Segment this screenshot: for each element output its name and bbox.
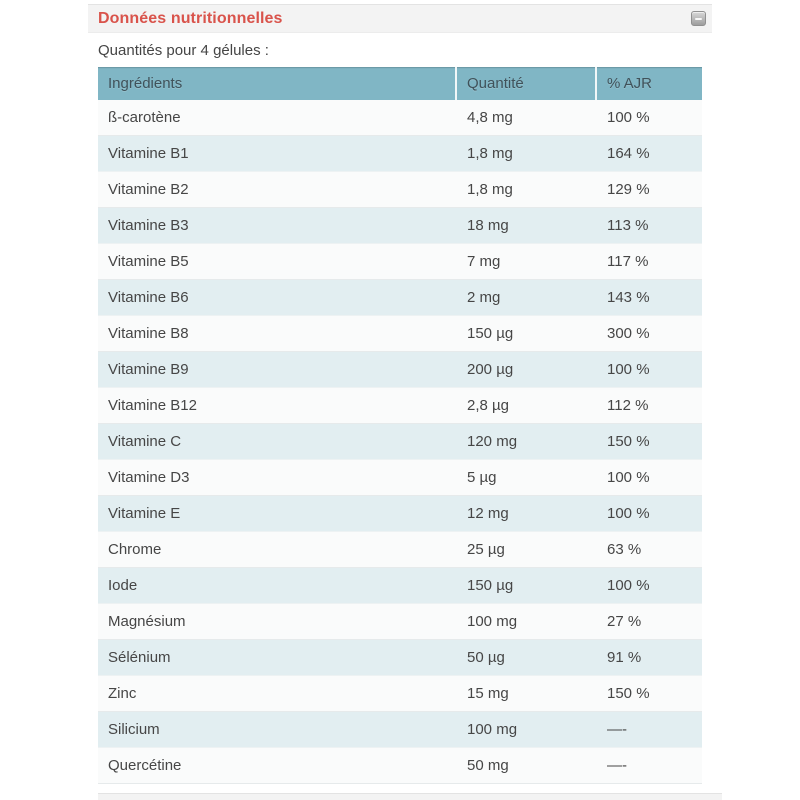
- cell-quantity: 2,8 µg: [467, 397, 510, 414]
- cell-quantity: 25 µg: [467, 541, 505, 558]
- cell-quantity: 50 mg: [467, 757, 509, 774]
- panel-header: Données nutritionnelles: [88, 4, 712, 33]
- cell-ajr: 143 %: [607, 289, 650, 306]
- cell-ajr: 100 %: [607, 469, 650, 486]
- cell-ajr: 150 %: [607, 433, 650, 450]
- table-row: Vitamine B5 7 mg 117 %: [98, 244, 702, 280]
- cell-ajr: 129 %: [607, 181, 650, 198]
- cell-ingredient: Silicium: [108, 721, 160, 738]
- cell-ajr: 300 %: [607, 325, 650, 342]
- table-row: Vitamine B8 150 µg 300 %: [98, 316, 702, 352]
- nutrition-panel: Données nutritionnelles Quantités pour 4…: [88, 4, 722, 800]
- cell-quantity: 50 µg: [467, 649, 505, 666]
- collapse-button[interactable]: [691, 11, 706, 26]
- cell-quantity: 18 mg: [467, 217, 509, 234]
- table-row: Silicium 100 mg —-: [98, 712, 702, 748]
- cell-ingredient: Vitamine B3: [108, 217, 189, 234]
- cell-ingredient: Vitamine B9: [108, 361, 189, 378]
- cell-ingredient: Vitamine B6: [108, 289, 189, 306]
- cell-ingredient: Iode: [108, 577, 138, 594]
- table-row: Vitamine B9 200 µg 100 %: [98, 352, 702, 388]
- table-row: Vitamine B6 2 mg 143 %: [98, 280, 702, 316]
- cell-ajr: 100 %: [607, 361, 650, 378]
- cell-ajr: —-: [607, 757, 627, 774]
- cell-ingredient: Quercétine: [108, 757, 182, 774]
- table-row: Chrome 25 µg 63 %: [98, 532, 702, 568]
- cell-quantity: 1,8 mg: [467, 145, 513, 162]
- cell-ingredient: Vitamine E: [108, 505, 181, 522]
- cell-ingredient: Sélénium: [108, 649, 171, 666]
- cell-quantity: 5 µg: [467, 469, 497, 486]
- cell-quantity: 1,8 mg: [467, 181, 513, 198]
- column-header-ajr: % AJR: [607, 75, 653, 92]
- cell-quantity: 7 mg: [467, 253, 501, 270]
- cell-ajr: 91 %: [607, 649, 642, 666]
- table-row: Quercétine 50 mg —-: [98, 748, 702, 784]
- cell-quantity: 120 mg: [467, 433, 518, 450]
- cell-ajr: 63 %: [607, 541, 642, 558]
- nutrition-table: Ingrédients Quantité % AJR ß-carotène 4,8…: [98, 67, 702, 784]
- table-row: Zinc 15 mg 150 %: [98, 676, 702, 712]
- next-section-strip: [98, 793, 722, 800]
- table-header-row: Ingrédients Quantité % AJR: [98, 67, 702, 100]
- cell-ajr: 100 %: [607, 577, 650, 594]
- cell-ingredient: Vitamine B12: [108, 397, 197, 414]
- cell-ingredient: Vitamine B5: [108, 253, 189, 270]
- cell-ingredient: Vitamine C: [108, 433, 182, 450]
- table-body: ß-carotène 4,8 mg 100 % Vitamine B1 1,8 mg 16…: [98, 100, 702, 784]
- panel-body: Quantités pour 4 gélules : Ingrédients Q…: [88, 42, 722, 800]
- cell-ingredient: Magnésium: [108, 613, 186, 630]
- serving-note: Quantités pour 4 gélules :: [98, 42, 269, 59]
- cell-ingredient: Vitamine B8: [108, 325, 189, 342]
- table-row: Sélénium 50 µg 91 %: [98, 640, 702, 676]
- cell-quantity: 200 µg: [467, 361, 514, 378]
- cell-quantity: 100 mg: [467, 613, 518, 630]
- cell-ingredient: ß-carotène: [108, 109, 181, 126]
- table-row: Vitamine B3 18 mg 113 %: [98, 208, 702, 244]
- table-row: Iode 150 µg 100 %: [98, 568, 702, 604]
- cell-ajr: 100 %: [607, 505, 650, 522]
- cell-ingredient: Vitamine D3: [108, 469, 190, 486]
- table-row: Vitamine B2 1,8 mg 129 %: [98, 172, 702, 208]
- panel-title: Données nutritionnelles: [98, 9, 283, 27]
- cell-ajr: 27 %: [607, 613, 642, 630]
- table-row: Vitamine D3 5 µg 100 %: [98, 460, 702, 496]
- cell-ajr: 100 %: [607, 109, 650, 126]
- cell-ajr: 164 %: [607, 145, 650, 162]
- cell-ajr: 113 %: [607, 217, 649, 234]
- cell-quantity: 4,8 mg: [467, 109, 513, 126]
- cell-ajr: 117 %: [607, 253, 649, 270]
- cell-quantity: 2 mg: [467, 289, 501, 306]
- cell-ajr: 150 %: [607, 685, 650, 702]
- cell-ingredient: Vitamine B1: [108, 145, 189, 162]
- column-header-quantity: Quantité: [457, 67, 597, 100]
- cell-ajr: 112 %: [607, 397, 649, 414]
- table-row: ß-carotène 4,8 mg 100 %: [98, 100, 702, 136]
- cell-ajr: —-: [607, 721, 627, 738]
- column-header-ingredients: Ingrédients: [98, 67, 457, 100]
- table-row: Magnésium 100 mg 27 %: [98, 604, 702, 640]
- table-row: Vitamine C 120 mg 150 %: [98, 424, 702, 460]
- table-row: Vitamine B12 2,8 µg 112 %: [98, 388, 702, 424]
- cell-quantity: 15 mg: [467, 685, 509, 702]
- cell-quantity: 12 mg: [467, 505, 509, 522]
- table-row: Vitamine E 12 mg 100 %: [98, 496, 702, 532]
- minus-icon: [695, 18, 702, 20]
- cell-ingredient: Zinc: [108, 685, 137, 702]
- cell-quantity: 150 µg: [467, 577, 514, 594]
- cell-quantity: 100 mg: [467, 721, 518, 738]
- cell-quantity: 150 µg: [467, 325, 514, 342]
- table-row: Vitamine B1 1,8 mg 164 %: [98, 136, 702, 172]
- cell-ingredient: Chrome: [108, 541, 162, 558]
- cell-ingredient: Vitamine B2: [108, 181, 189, 198]
